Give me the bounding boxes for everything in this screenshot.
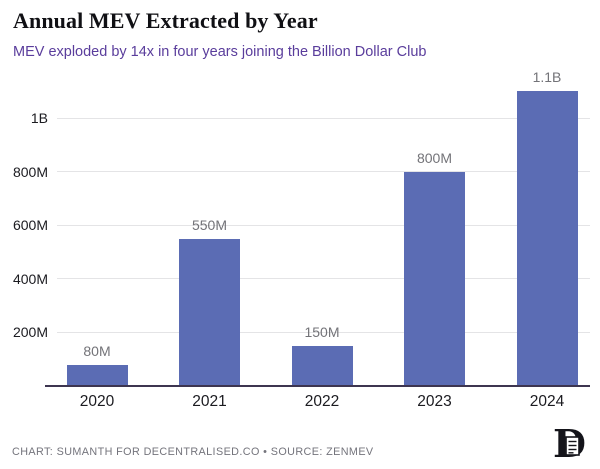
gridline — [57, 117, 590, 119]
y-tick-label: 400M — [12, 270, 48, 287]
x-tick-label: 2021 — [192, 393, 227, 410]
gridline — [57, 171, 590, 173]
bar — [516, 91, 578, 386]
gridline — [57, 224, 590, 226]
bar-value-label: 1.1B — [532, 69, 562, 86]
x-axis-line — [45, 385, 590, 387]
chart-credit: CHART: SUMANTH FOR DECENTRALISED.CO • SO… — [12, 446, 374, 458]
chart-title: Annual MEV Extracted by Year — [13, 8, 318, 33]
y-tick-label: 200M — [12, 324, 48, 341]
y-tick-label: 600M — [12, 217, 48, 234]
bar — [179, 238, 240, 386]
bar-value-label: 550M — [191, 216, 228, 233]
bar-value-label: 800M — [416, 149, 453, 166]
x-tick-label: 2024 — [529, 393, 565, 410]
y-tick-label: 1B — [30, 110, 48, 126]
decentralised-d-logo: D — [554, 424, 586, 462]
bar-value-label: 150M — [304, 323, 340, 340]
x-tick-label: 2023 — [417, 393, 452, 410]
chart-subtitle: MEV exploded by 14x in four years joinin… — [13, 44, 427, 60]
bar-value-label: 80M — [83, 342, 111, 359]
gridline — [57, 331, 590, 333]
x-tick-label: 2022 — [304, 393, 340, 410]
x-tick-label: 2020 — [79, 393, 115, 410]
bar — [66, 364, 128, 386]
gridline — [57, 278, 590, 280]
bar — [291, 345, 353, 386]
bar — [404, 171, 465, 386]
y-tick-label: 800M — [12, 163, 48, 180]
